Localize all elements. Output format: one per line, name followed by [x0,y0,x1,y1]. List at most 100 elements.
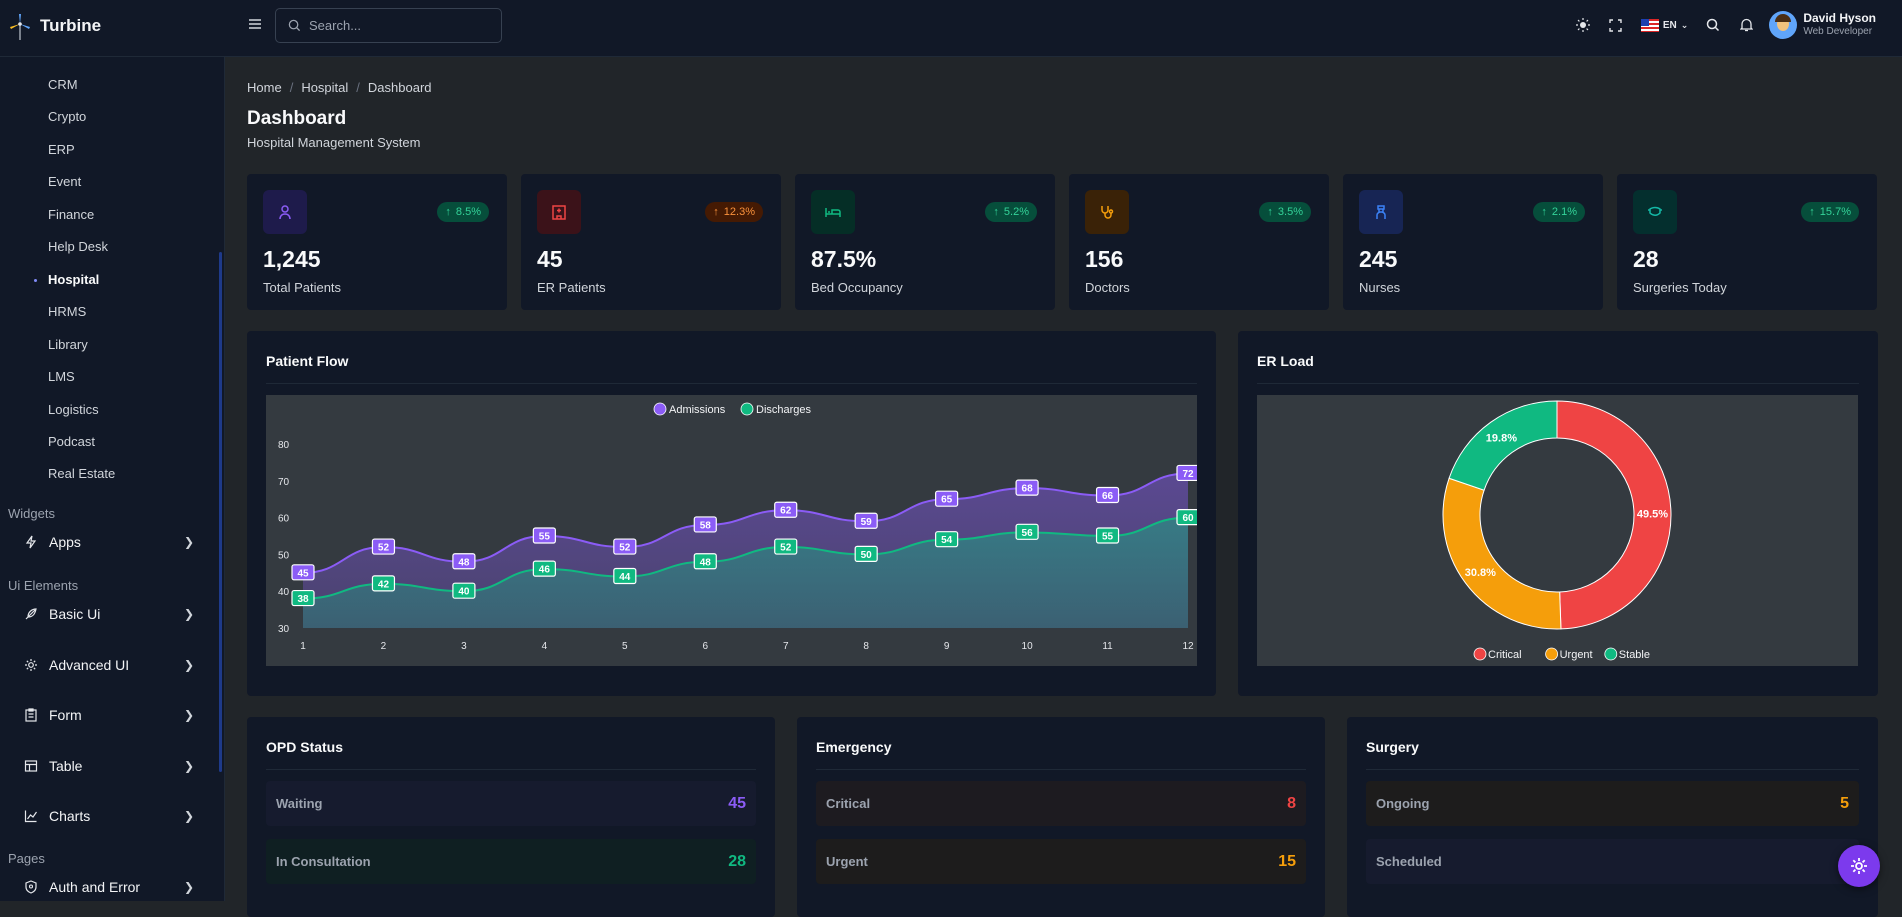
search-icon [288,19,301,32]
sidebar-item-logistics[interactable]: Logistics [48,402,99,417]
sidebar-item-finance[interactable]: Finance [48,207,95,222]
user-role: Web Developer [1803,26,1873,37]
data-point [1095,527,1120,544]
stat-value: 245 [1359,246,1398,272]
sidebar-item-charts[interactable]: Charts ❯ [24,808,194,824]
sidebar-scrollbar[interactable] [219,252,222,772]
stat-value: 87.5% [811,246,877,272]
gear-icon [25,659,37,671]
sidebar-item-real-estate[interactable]: Real Estate [48,466,116,481]
sidebar-item-crm[interactable]: CRM [48,77,78,92]
section-widgets: Widgets [8,506,55,521]
y-tick-label: 50 [278,550,290,561]
data-point [291,589,315,607]
er-load-card: ER Load 49.5% 30.8% 19.8% Critical Urgent Sta… [1238,331,1878,696]
stat-card-nurses: ↑ 2.1% 245 Nurses [1343,174,1603,310]
fullscreen-icon[interactable] [1608,17,1624,33]
breadcrumb-home[interactable]: Home [247,80,282,95]
section-ui-elements: Ui Elements [8,578,79,593]
x-tick-label: 9 [944,641,950,652]
chevron-right-icon: ❯ [183,535,194,549]
legend-label: Stable [1619,649,1650,661]
legend-marker [1473,647,1487,661]
divider [1366,769,1859,770]
data-label: 62 [780,506,792,517]
data-label: 59 [861,517,873,528]
change-badge: ↑ 2.1% [1533,202,1585,222]
sidebar-item-label: Apps [49,534,81,550]
sidebar-item-table[interactable]: Table ❯ [24,758,194,774]
sidebar-item-advanced-ui[interactable]: Advanced UI ❯ [24,657,194,673]
data-point [532,527,556,544]
x-tick-label: 6 [702,641,708,652]
settings-fab-button[interactable] [1838,845,1880,887]
stat-label: Surgeries Today [1633,280,1727,295]
divider [266,383,1197,384]
stat-label: Nurses [1359,280,1401,295]
sidebar-item-apps[interactable]: Apps ❯ [24,534,194,550]
row-label: Ongoing [1376,796,1430,811]
active-dot-icon [34,279,37,282]
opd-row-in-consultation: In Consultation 28 [266,839,756,884]
search-icon[interactable] [1705,17,1721,33]
data-point [774,501,798,518]
sidebar-item-help-desk[interactable]: Help Desk [48,239,108,254]
y-tick-label: 30 [278,624,290,635]
bed-icon [811,190,855,234]
sidebar-item-library[interactable]: Library [48,337,88,352]
y-tick-label: 70 [278,477,290,488]
breadcrumb-dashboard: Dashboard [367,80,432,95]
sidebar-item-hrms[interactable]: HRMS [48,304,87,319]
stat-card-er-patients: ↑ 12.3% 45 ER Patients [521,174,781,310]
opd-row-waiting: Waiting 45 [266,781,756,826]
sidebar-item-label: Charts [49,808,91,824]
shield-icon [25,880,37,894]
data-label: 56 [1022,528,1034,539]
data-label: 72 [1182,469,1194,480]
language-selector[interactable]: EN ⌄ [1640,18,1688,32]
data-point [774,538,798,555]
data-point [371,538,396,555]
brand[interactable]: Turbine [8,12,101,40]
data-label: 54 [941,535,953,546]
y-tick-label: 80 [278,440,290,451]
change-badge: ↑ 8.5% [437,202,489,222]
er-load-donut-chart: 49.5% 30.8% 19.8% Critical Urgent Stable [1442,400,1672,661]
sidebar-item-podcast[interactable]: Podcast [48,434,95,449]
data-label: 52 [619,543,631,554]
user-menu[interactable]: David Hyson Web Developer [1769,11,1876,39]
stat-value: 45 [537,246,563,272]
data-point [613,538,637,555]
x-tick-label: 1 [300,641,306,652]
sidebar-item-auth-and-error[interactable]: Auth and Error ❯ [24,879,194,895]
menu-toggle-icon[interactable] [247,16,263,32]
data-label: 52 [378,543,390,554]
line-chart-icon [24,810,37,823]
sidebar-item-hospital[interactable]: Hospital [48,272,100,287]
sidebar-item-basic-ui[interactable]: Basic Ui ❯ [24,606,194,622]
nurse-icon [1359,190,1403,234]
bell-icon[interactable] [1738,17,1754,33]
arrow-up-icon: ↑ [993,206,999,218]
stat-card-bed-occupancy: ↑ 5.2% 87.5% Bed Occupancy [795,174,1055,310]
breadcrumb-hospital[interactable]: Hospital [301,80,349,95]
clipboard-icon [25,708,37,722]
search-input[interactable] [309,18,489,33]
row-value: 15 [1278,852,1296,870]
chevron-right-icon: ❯ [183,880,194,894]
emergency-card: Emergency Critical 8 Urgent 15 [797,717,1325,917]
stat-value: 1,245 [263,246,321,272]
hospital-icon [537,190,581,234]
sidebar-item-crypto[interactable]: Crypto [48,109,87,124]
sidebar-item-erp[interactable]: ERP [48,142,75,157]
sidebar-item-event[interactable]: Event [48,174,82,189]
data-label: 40 [458,587,470,598]
data-label: 66 [1102,491,1114,502]
sidebar-item-form[interactable]: Form ❯ [24,707,194,723]
theme-sun-icon[interactable] [1575,17,1591,33]
y-tick-label: 60 [278,514,290,525]
data-point [613,567,637,585]
sidebar-item-lms[interactable]: LMS [48,369,75,384]
stat-value: 28 [1633,246,1659,272]
card-title: ER Load [1257,353,1314,369]
